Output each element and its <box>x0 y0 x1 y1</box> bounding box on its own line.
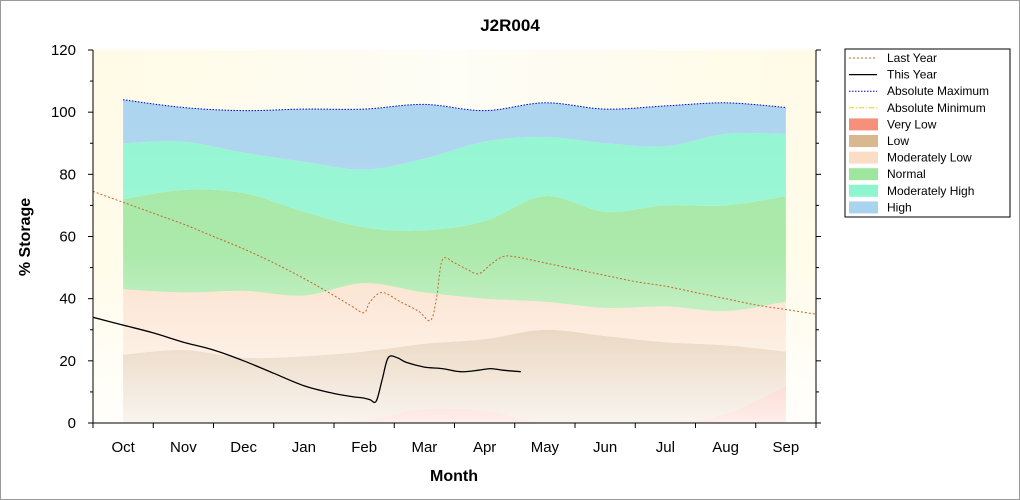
legend-label-last-year: Last Year <box>887 51 937 65</box>
legend-swatch-low <box>849 135 878 147</box>
x-tick-label-feb: Feb <box>351 439 377 456</box>
x-tick-label-sep: Sep <box>773 439 800 456</box>
series-lines <box>93 99 816 404</box>
x-tick-label-may: May <box>531 439 560 456</box>
legend-label-high: High <box>887 200 912 214</box>
y-tick-label: 80 <box>59 166 76 183</box>
x-tick-label-aug: Aug <box>712 439 739 456</box>
chart-title: J2R004 <box>480 16 540 35</box>
y-tick-label: 0 <box>68 415 76 432</box>
y-tick-label: 40 <box>59 291 76 308</box>
legend-label-this-year: This Year <box>887 68 937 82</box>
x-tick-label-mar: Mar <box>411 439 437 456</box>
plot-fade-overlay <box>93 50 816 423</box>
x-tick-label-dec: Dec <box>230 439 257 456</box>
legend-swatch-moderately-low <box>849 151 878 164</box>
y-axis-title: % Storage <box>17 198 34 276</box>
x-axis-ticks: Oct Nov Dec Jan Feb Mar Apr May Jun Jul Aug Sep <box>92 423 817 456</box>
x-tick-label-jan: Jan <box>292 439 316 456</box>
series-absolute-maximum-line <box>123 99 786 112</box>
y-tick-label: 60 <box>59 229 76 246</box>
legend: Last Year This Year Absolute Maximum Absolu… <box>849 51 989 214</box>
x-tick-label-jul: Jul <box>656 439 675 456</box>
y-axis-ticks: 0 20 40 60 80 100 120 <box>51 42 821 432</box>
legend-swatch-very-low <box>849 118 878 131</box>
legend-swatch-normal <box>849 168 878 181</box>
x-tick-label-oct: Oct <box>111 439 135 456</box>
legend-label-absolute-maximum: Absolute Maximum <box>887 84 989 98</box>
legend-label-moderately-low: Moderately Low <box>887 151 972 165</box>
y-tick-label: 120 <box>51 42 76 59</box>
x-tick-label-nov: Nov <box>170 439 197 456</box>
legend-label-very-low: Very Low <box>887 117 937 131</box>
legend-swatch-moderately-high <box>849 184 878 197</box>
legend-label-normal: Normal <box>887 167 926 181</box>
legend-label-absolute-minimum: Absolute Minimum <box>887 101 986 115</box>
series-last-year-line <box>93 190 816 322</box>
x-tick-label-apr: Apr <box>473 439 496 456</box>
y-tick-label: 20 <box>59 353 76 370</box>
y-tick-label: 100 <box>51 104 76 121</box>
x-axis-title: Month <box>430 468 478 485</box>
legend-label-low: Low <box>887 134 909 148</box>
x-tick-label-jun: Jun <box>593 439 617 456</box>
legend-label-moderately-high: Moderately High <box>887 184 974 198</box>
legend-swatch-high <box>849 201 878 214</box>
series-this-year-line <box>93 316 521 404</box>
